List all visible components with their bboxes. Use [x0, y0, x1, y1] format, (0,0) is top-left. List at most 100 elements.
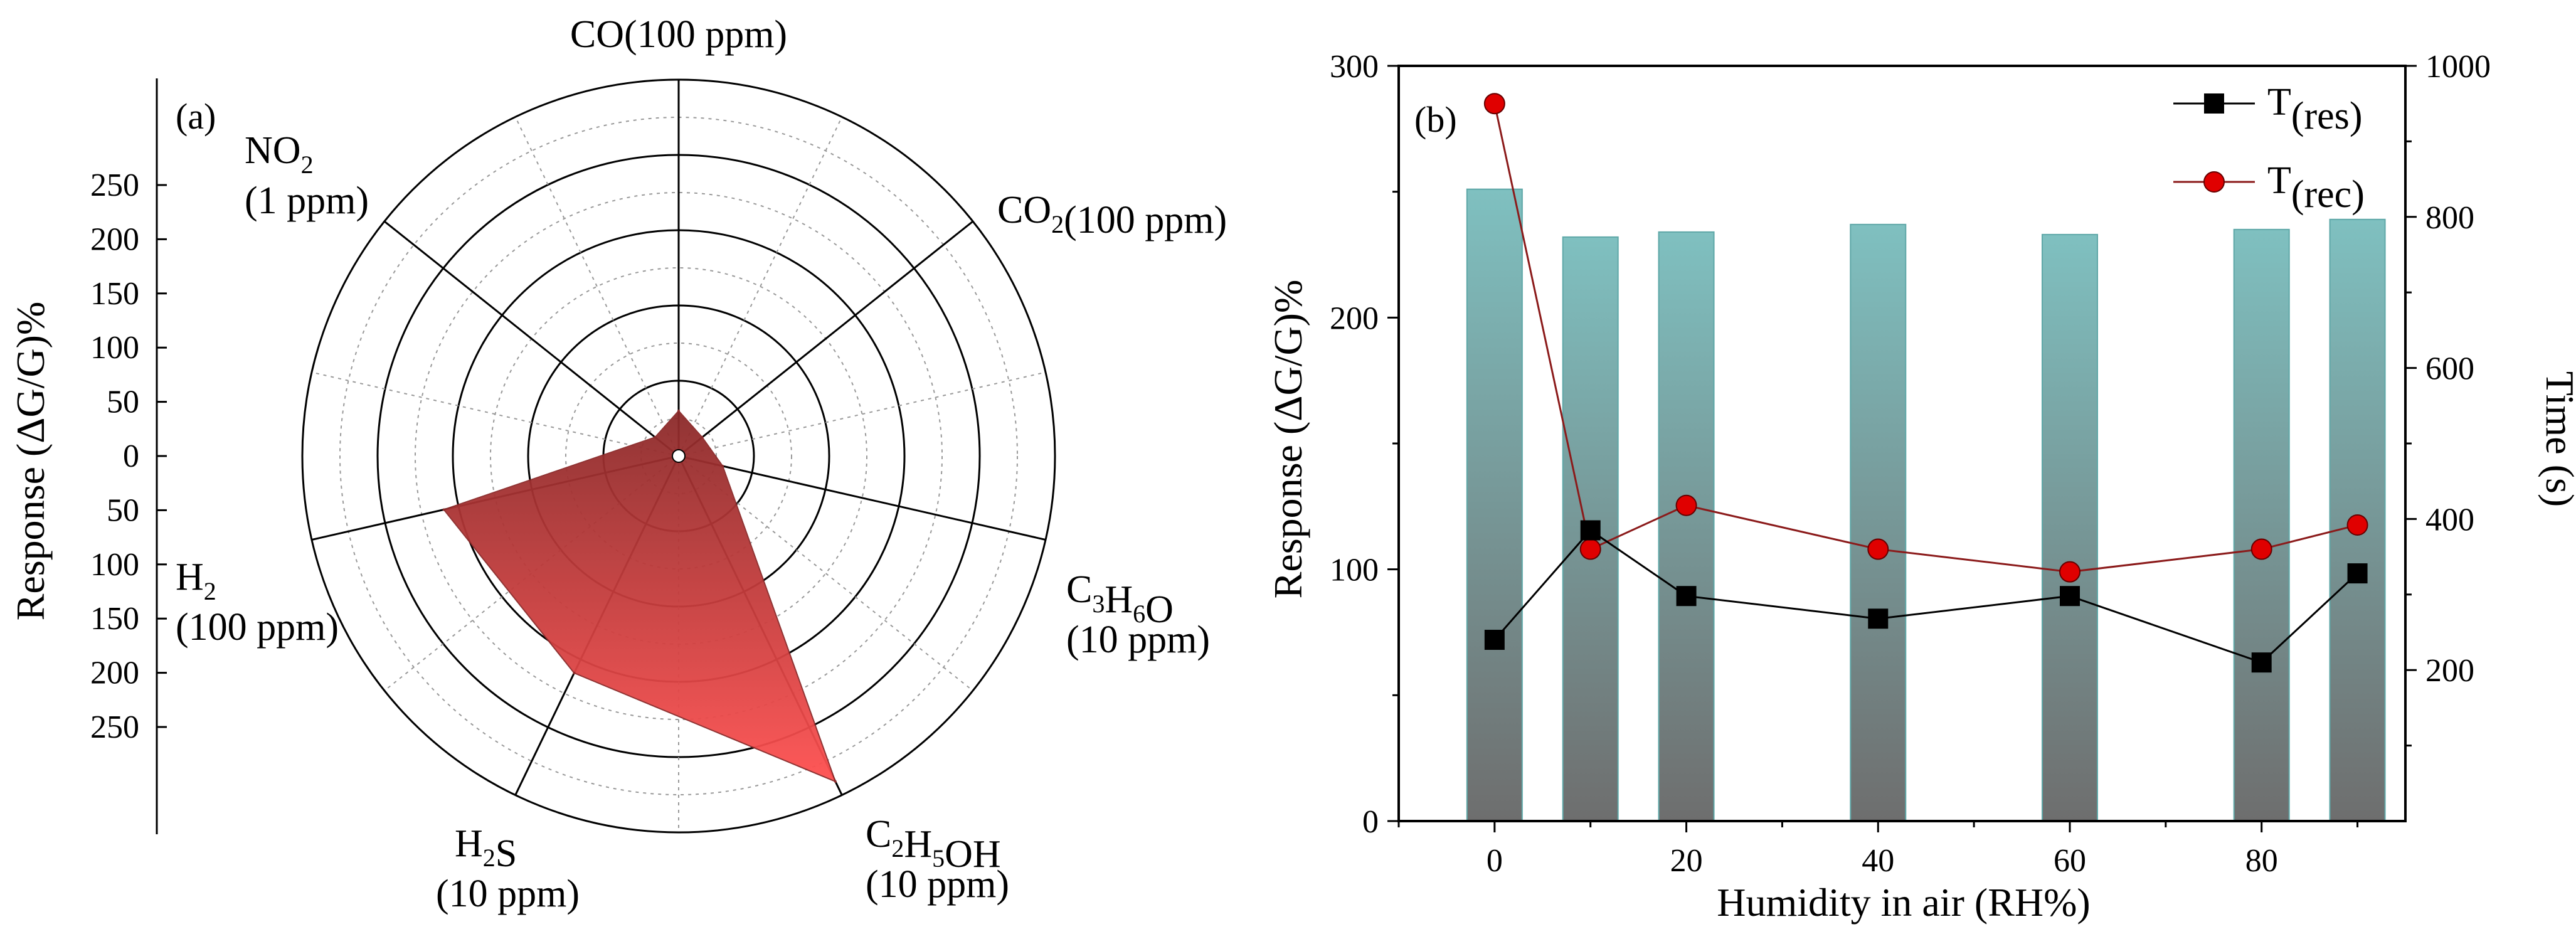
legend-rec-marker	[2203, 171, 2225, 193]
radar-category-label-part: 2	[891, 834, 904, 862]
rec-point	[1579, 538, 1601, 560]
legend-res-marker	[2204, 93, 2224, 114]
radar-category-label-part: (100 ppm)	[1064, 199, 1227, 241]
radar-category-label-part: H	[904, 823, 932, 866]
y-right-tick-label: 200	[2425, 653, 2474, 689]
response-bars	[1466, 188, 2386, 822]
legend-label: T(rec)	[2267, 159, 2365, 216]
x-tick-label: 60	[2054, 843, 2086, 879]
radar-vertex	[677, 410, 680, 412]
radar-y-tick-label: 200	[90, 655, 139, 691]
radar-category-label: C2H5OH	[866, 813, 1001, 876]
radar-y-tick-label: 250	[90, 709, 139, 745]
y-right-tick-label: 600	[2425, 351, 2474, 387]
radar-category-sublabel: (1 ppm)	[245, 179, 369, 222]
radar-minor-spoke	[678, 371, 1046, 457]
x-tick-label: 0	[1487, 843, 1503, 879]
radar-polygon-layer	[442, 410, 837, 783]
radar-category-label-part: H	[1105, 578, 1133, 621]
radar-y-tick-label: 250	[90, 167, 139, 203]
y-tick-label: 100	[1330, 553, 1379, 588]
res-line	[1493, 529, 2358, 664]
radar-category-label-part: C	[866, 813, 891, 856]
radar-y-tick-label: 200	[90, 221, 139, 257]
legend: T(res) T(rec)	[2173, 81, 2365, 216]
radar-y-axis-label: Response (ΔG/G)%	[8, 302, 53, 621]
y-right-tick-label: 800	[2425, 200, 2474, 236]
radar-vertex	[834, 780, 837, 783]
response-bar	[1466, 188, 1523, 822]
radar-category-label-part: C	[1066, 568, 1092, 611]
legend-label-sub: (rec)	[2291, 173, 2365, 216]
y-tick-label: 300	[1330, 49, 1379, 85]
radar-y-tick-label: 50	[107, 385, 139, 420]
radar-vertex	[701, 436, 704, 439]
radar-spoke	[383, 220, 679, 457]
radar-category-label-part: H	[455, 822, 483, 865]
res-point	[1580, 520, 1601, 541]
radar-area	[442, 410, 837, 783]
radar-category-label: CO2(100 ppm)	[997, 189, 1227, 241]
res-point	[2060, 586, 2080, 607]
radar-chart: 250 200 150 100 50 0 50 100 150 200 250 Response (…	[8, 13, 1227, 915]
legend-label: T(res)	[2267, 81, 2362, 137]
rec-point	[2346, 514, 2368, 536]
radar-category-label-part: 2	[483, 844, 496, 872]
radar-grid-minor-ring	[565, 342, 792, 570]
y-tick-label: 0	[1362, 804, 1379, 840]
time-series-lines	[1483, 93, 2368, 673]
y-right-tick-label: 400	[2425, 502, 2474, 538]
radar-panel-label: (a)	[176, 96, 216, 137]
radar-y-axis: 250 200 150 100 50 0 50 100 150 200 250	[90, 78, 167, 834]
radar-category-label-part: OH	[945, 833, 1001, 876]
radar-y-tick-label: 0	[123, 438, 139, 474]
radar-center-dot	[672, 449, 686, 463]
radar-vertex	[442, 508, 445, 511]
y-axis-label-right: Time (s)	[2538, 371, 2576, 507]
radar-category-label-part: NO	[245, 129, 301, 172]
y-right-tick-label: 1000	[2425, 49, 2491, 85]
x-tick-label: 40	[1862, 843, 1894, 879]
radar-y-tick-label: 50	[107, 492, 139, 528]
radar-category-sublabel: (10 ppm)	[436, 873, 580, 915]
combo-panel-label: (b)	[1414, 99, 1457, 140]
legend-label-sub: (res)	[2291, 95, 2363, 137]
radar-minor-spoke	[678, 116, 843, 457]
radar-category-sublabel: (100 ppm)	[176, 606, 339, 649]
radar-vertex	[721, 465, 724, 468]
response-bar	[1850, 223, 1907, 822]
radar-y-tick-label: 150	[90, 276, 139, 312]
radar-spoke	[678, 220, 974, 457]
radar-category-labels: CO(100 ppm)CO2(100 ppm)C3H6O(10 ppm)C2H5…	[176, 13, 1227, 915]
response-bar	[2042, 233, 2098, 822]
x-axis-label: Humidity in air (RH%)	[1717, 880, 2090, 925]
rec-point	[1867, 538, 1889, 560]
radar-category-label: C3H6O	[1066, 568, 1174, 631]
radar-grid-minor-ring	[415, 192, 943, 720]
radar-category-label-part: 6	[1133, 600, 1145, 628]
radar-category-label-part: 2	[1051, 210, 1064, 238]
radar-minor-spoke	[311, 371, 679, 457]
radar-y-tick-label: 150	[90, 601, 139, 637]
rec-point	[1675, 494, 1697, 516]
radar-category-label-part: CO	[997, 189, 1051, 231]
radar-minor-spoke	[514, 116, 679, 457]
y-axis-label-left: Response (ΔG/G)%	[1266, 280, 1310, 599]
rec-point	[1483, 93, 1505, 115]
res-point	[2347, 563, 2368, 584]
rec-point	[2059, 561, 2080, 583]
radar-y-tick-label: 100	[90, 330, 139, 366]
radar-category-label: H2	[176, 556, 216, 605]
res-point	[1676, 586, 1697, 607]
radar-category-label: CO(100 ppm)	[570, 13, 787, 56]
rec-point	[2250, 538, 2272, 560]
response-bar	[2233, 228, 2290, 822]
radar-category-label-part: (100 ppm)	[624, 13, 787, 56]
radar-category-sublabel: (10 ppm)	[866, 863, 1009, 906]
radar-category-label-part: O	[1145, 588, 1174, 631]
res-point	[2251, 652, 2272, 673]
radar-category-label-part: S	[496, 832, 517, 875]
